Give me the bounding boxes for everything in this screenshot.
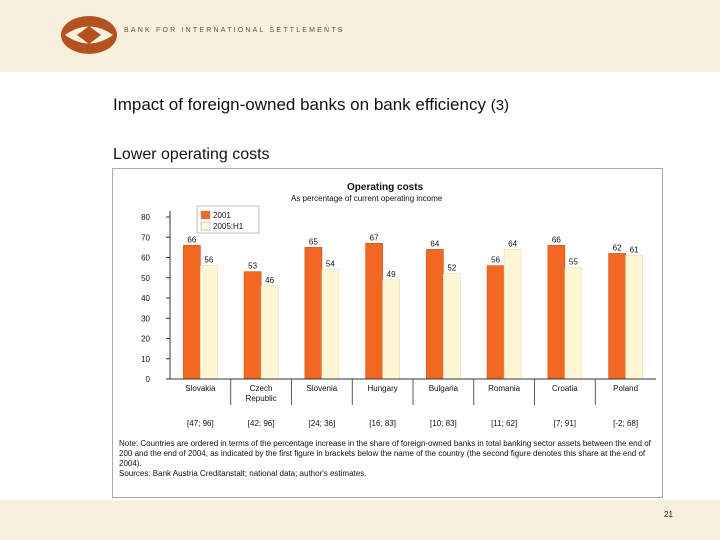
data-label: 56 — [491, 256, 500, 265]
x-category-label: Poland — [613, 384, 638, 393]
footer-band — [0, 500, 720, 540]
data-label: 65 — [309, 237, 318, 246]
x-category-note: [42; 96] — [248, 419, 275, 428]
x-category-label: Bulgaria — [429, 384, 459, 393]
x-category-note: [11; 62] — [491, 419, 517, 428]
x-category-label: Romania — [488, 384, 521, 393]
bar-2005h1 — [260, 285, 279, 380]
y-tick-label: 10 — [141, 355, 150, 364]
y-tick-label: 0 — [146, 375, 151, 384]
bar-2005h1 — [382, 279, 400, 380]
data-label: 66 — [187, 235, 196, 244]
x-category-note: [47; 96] — [187, 419, 214, 428]
bar-2001 — [486, 265, 505, 380]
bar-2005h1 — [200, 265, 218, 380]
x-category-note: [16; 83] — [369, 419, 396, 428]
bar-2001 — [426, 249, 444, 380]
chart-sources: Sources: Bank Austria Creditanstalt; nat… — [119, 469, 367, 478]
bar-2001 — [365, 243, 383, 380]
data-label: 64 — [430, 239, 439, 248]
chart-title: Operating costs — [347, 182, 424, 193]
bar-2001 — [243, 271, 262, 380]
bar-2001 — [183, 245, 201, 380]
bar-2005h1 — [503, 249, 522, 380]
x-category-label: Slovakia — [185, 384, 216, 393]
data-label: 61 — [630, 245, 639, 254]
data-label: 54 — [326, 260, 335, 269]
data-label: 67 — [370, 233, 379, 242]
chart-note-text: Note: Countries are ordered in terms of … — [119, 439, 651, 468]
x-category-note: [10; 83] — [430, 419, 457, 428]
chart-subtitle: As percentage of current operating incom… — [291, 194, 443, 203]
x-category-label: Croatia — [552, 384, 578, 393]
x-category-note: [-2; 68] — [613, 419, 638, 428]
slide-title-text: Impact of foreign-owned banks on bank ef… — [113, 95, 486, 114]
data-label: 64 — [508, 239, 517, 248]
data-label: 46 — [265, 276, 274, 285]
chart-panel: Operating costs As percentage of current… — [112, 168, 663, 498]
slide-subtitle: Lower operating costs — [113, 146, 270, 163]
page-number: 21 — [664, 510, 673, 519]
bis-logo — [61, 16, 117, 54]
bar-2001 — [608, 253, 626, 380]
y-tick-label: 30 — [141, 314, 150, 323]
slide-title: Impact of foreign-owned banks on bank ef… — [113, 95, 509, 115]
bar-2005h1 — [443, 273, 461, 380]
bars — [183, 243, 643, 380]
bar-2005h1 — [321, 269, 340, 380]
y-tick-label: 70 — [141, 233, 150, 242]
legend-swatch — [200, 221, 211, 231]
bar-2005h1 — [625, 255, 643, 380]
x-category-label: Czech — [250, 384, 273, 393]
y-tick-label: 50 — [141, 274, 150, 283]
legend: 2001 2005:H1 — [196, 205, 260, 234]
data-label: 66 — [552, 235, 561, 244]
bar-2001 — [547, 245, 566, 380]
data-label: 62 — [613, 243, 622, 252]
chart-note: Note: Countries are ordered in terms of … — [119, 439, 659, 479]
bar-2005h1 — [564, 267, 583, 380]
y-tick-label: 40 — [141, 294, 150, 303]
data-label: 49 — [387, 270, 396, 279]
y-axis: 0 10 20 30 40 50 60 70 80 — [141, 211, 171, 384]
bar-chart: Operating costs As percentage of current… — [141, 182, 656, 428]
slide-title-number: (3) — [490, 97, 510, 114]
data-label: 56 — [204, 256, 213, 265]
data-label: 52 — [447, 264, 456, 273]
legend-label: 2005:H1 — [213, 222, 244, 231]
x-category-note: [7; 91] — [554, 419, 576, 428]
x-category-note: [24; 36] — [309, 419, 336, 428]
bank-name: BANK FOR INTERNATIONAL SETTLEMENTS — [124, 27, 345, 34]
y-tick-label: 20 — [141, 335, 150, 344]
bar-2001 — [304, 247, 323, 380]
x-category-label: Slovenia — [307, 384, 338, 393]
legend-label: 2001 — [213, 211, 231, 220]
header-band — [0, 0, 720, 72]
data-labels: 66 56 53 46 65 54 67 49 64 52 56 64 66 55 62 61 — [187, 233, 639, 285]
data-label: 55 — [569, 258, 578, 267]
y-tick-label: 80 — [141, 213, 150, 222]
x-category-label-line2: Republic — [246, 394, 277, 403]
y-tick-label: 60 — [141, 254, 150, 263]
x-category-label: Hungary — [368, 384, 398, 393]
data-label: 53 — [248, 262, 257, 271]
legend-swatch — [200, 210, 211, 220]
